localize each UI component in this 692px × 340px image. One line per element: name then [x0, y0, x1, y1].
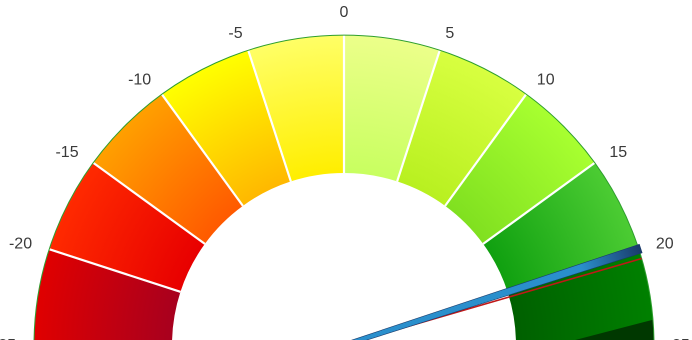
gauge-tick-label: 15	[609, 144, 627, 161]
gauge-tick-labels: -25 -20 -15 -10 -5 0 5 10 15 20 25	[0, 4, 690, 340]
gauge-separator-5	[396, 49, 441, 182]
gauge-band-10-to-15	[445, 94, 595, 244]
gauge-tick-label: -20	[9, 236, 32, 253]
gauge-separator--20	[48, 248, 181, 293]
gauge-band-0-to-5	[344, 35, 440, 182]
gauge-tick-label: -15	[55, 144, 78, 161]
gauge-band--5-to-0	[248, 35, 344, 182]
gauge-tick-label: 0	[340, 4, 349, 21]
gauge-band-5-to-10	[397, 50, 527, 206]
gauge-tick-label: 25	[672, 337, 690, 340]
gauge-tick-label: 5	[445, 25, 454, 42]
gauge-needle-group	[351, 243, 643, 340]
gauge-needle	[351, 243, 643, 340]
gauge-tick-label: -10	[128, 72, 151, 89]
gauge-tick-label: -25	[0, 337, 16, 340]
gauge-band--10-to--5	[161, 50, 291, 206]
gauge-tick-label: -5	[228, 25, 242, 42]
gauge-band--25-to--20	[34, 249, 181, 340]
gauge-separator-15	[482, 161, 596, 245]
gauge-tick-label: 20	[656, 236, 674, 253]
gauge-separator--10	[160, 93, 244, 207]
gauge-outer-arc	[33, 34, 655, 340]
gauge-band--20-to--15	[49, 162, 205, 292]
gauge-tick-label: 10	[537, 72, 555, 89]
gauge-band-20-to-25	[507, 249, 654, 340]
gauge-separator--15	[92, 161, 206, 245]
gauge-band--15-to--10	[93, 94, 243, 244]
gauge-outline	[33, 34, 655, 340]
gauge-separator--5	[247, 49, 292, 182]
gauge-separator-10	[444, 93, 528, 207]
gauge-last-band-shade	[575, 319, 654, 340]
